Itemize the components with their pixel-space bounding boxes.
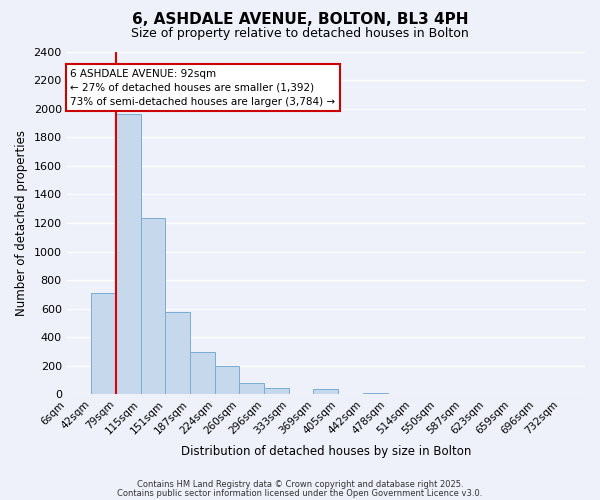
Text: 6 ASHDALE AVENUE: 92sqm
← 27% of detached houses are smaller (1,392)
73% of semi: 6 ASHDALE AVENUE: 92sqm ← 27% of detache… bbox=[70, 68, 335, 106]
Y-axis label: Number of detached properties: Number of detached properties bbox=[15, 130, 28, 316]
Text: Size of property relative to detached houses in Bolton: Size of property relative to detached ho… bbox=[131, 28, 469, 40]
Text: 6, ASHDALE AVENUE, BOLTON, BL3 4PH: 6, ASHDALE AVENUE, BOLTON, BL3 4PH bbox=[132, 12, 468, 28]
Bar bbox=[190, 352, 215, 395]
Bar bbox=[215, 366, 239, 394]
Bar bbox=[91, 293, 116, 394]
Text: Contains HM Land Registry data © Crown copyright and database right 2025.: Contains HM Land Registry data © Crown c… bbox=[137, 480, 463, 489]
Text: Contains public sector information licensed under the Open Government Licence v3: Contains public sector information licen… bbox=[118, 488, 482, 498]
Bar bbox=[141, 218, 166, 394]
X-axis label: Distribution of detached houses by size in Bolton: Distribution of detached houses by size … bbox=[181, 444, 471, 458]
Bar bbox=[116, 114, 141, 394]
Bar bbox=[313, 390, 338, 394]
Bar bbox=[239, 383, 264, 394]
Bar bbox=[166, 312, 190, 394]
Bar bbox=[363, 393, 388, 394]
Bar bbox=[264, 388, 289, 394]
